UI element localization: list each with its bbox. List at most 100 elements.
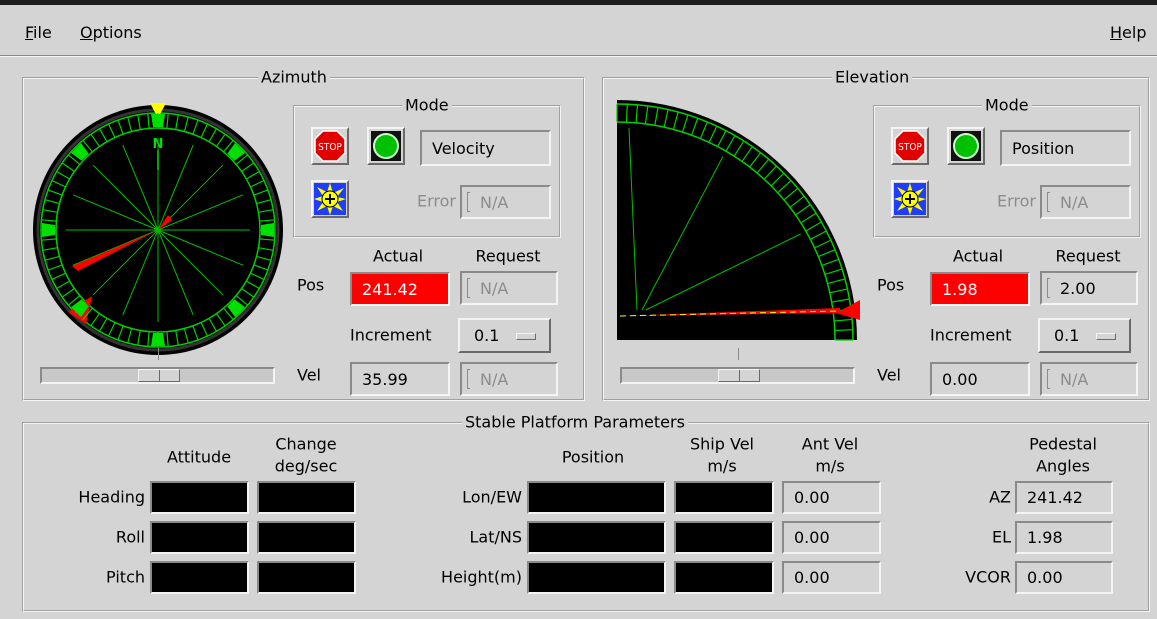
azimuth-error-field[interactable]: N/A bbox=[460, 185, 551, 219]
compass-tick bbox=[137, 330, 141, 346]
elevation-face bbox=[617, 100, 857, 340]
change-value-field bbox=[257, 561, 356, 594]
elevation-mode-title: Mode bbox=[982, 95, 1032, 115]
position-value-field bbox=[527, 561, 666, 594]
menu-options[interactable]: Options bbox=[80, 23, 142, 42]
ship-vel-field bbox=[674, 561, 774, 594]
azimuth-vel-request-text: N/A bbox=[480, 369, 509, 389]
elevation-tick bbox=[681, 114, 689, 133]
ship-vel-field bbox=[674, 481, 774, 514]
elevation-vel-request[interactable]: N/A bbox=[1040, 362, 1138, 396]
elevation-tick bbox=[625, 104, 628, 123]
elevation-tick bbox=[663, 109, 669, 128]
compass-spoke bbox=[157, 144, 194, 231]
elevation-tick bbox=[814, 239, 832, 249]
azimuth-vel-request[interactable]: N/A bbox=[460, 362, 558, 396]
position-value-field bbox=[527, 521, 666, 554]
compass-tick bbox=[258, 247, 274, 251]
platform-title: Stable Platform Parameters bbox=[462, 412, 688, 432]
azimuth-pos-request[interactable]: N/A bbox=[460, 271, 558, 305]
elevation-home-button[interactable] bbox=[891, 180, 929, 218]
azimuth-error-field-text: N/A bbox=[480, 192, 509, 212]
elevation-gauge bbox=[616, 100, 860, 341]
dropdown-indicator bbox=[1096, 333, 1116, 340]
text-cursor bbox=[1047, 369, 1050, 389]
compass-tick bbox=[241, 162, 255, 172]
compass-tick bbox=[67, 154, 81, 165]
position-value-field bbox=[527, 481, 666, 514]
pedestal-value-field: 241.42 bbox=[1015, 481, 1113, 514]
elevation-tick bbox=[829, 288, 848, 294]
elevation-tick bbox=[831, 298, 850, 303]
compass-tick bbox=[98, 128, 108, 142]
azimuth-increment-label: Increment bbox=[350, 325, 432, 345]
elevation-vel-actual-text: 0.00 bbox=[942, 369, 978, 389]
compass-cardinal bbox=[42, 223, 55, 237]
elevation-title: Elevation bbox=[832, 67, 913, 87]
compass-spoke bbox=[122, 144, 159, 231]
compass-tick bbox=[51, 272, 66, 280]
compass-tick bbox=[223, 139, 234, 153]
home-plus bbox=[905, 194, 915, 204]
compass-tick bbox=[250, 272, 265, 280]
elevation-tick bbox=[733, 140, 745, 157]
compass-tick bbox=[216, 313, 226, 327]
compass-spoke bbox=[72, 229, 159, 266]
dropdown-indicator bbox=[516, 333, 536, 340]
elevation-tick bbox=[800, 212, 817, 224]
position-row-label: Height(m) bbox=[441, 567, 522, 587]
elevation-mode-field: Position bbox=[1000, 130, 1131, 166]
azimuth-actual-label: Actual bbox=[372, 246, 424, 266]
azimuth-vel-actual: 35.99 bbox=[350, 362, 450, 396]
compass-tick bbox=[61, 162, 75, 172]
compass-needle bbox=[72, 230, 158, 271]
text-cursor bbox=[467, 369, 470, 389]
stop-text: STOP bbox=[898, 142, 922, 153]
compass-cardinal bbox=[227, 299, 245, 317]
compass-tick bbox=[47, 264, 63, 271]
attitude-row-label: Roll bbox=[115, 527, 145, 547]
elevation-pos-actual: 1.98 bbox=[930, 272, 1030, 306]
elevation-spoke bbox=[641, 156, 724, 311]
position-row-label: Lat/NS bbox=[469, 527, 522, 547]
menu-help[interactable]: Help bbox=[1110, 23, 1147, 42]
elevation-home-button-icon bbox=[894, 183, 926, 215]
elevation-tick bbox=[783, 187, 799, 201]
run-lamp bbox=[373, 133, 399, 159]
elevation-tick bbox=[834, 318, 853, 322]
elevation-error-field[interactable]: N/A bbox=[1040, 185, 1131, 219]
pedestal-value-field-text: 0.00 bbox=[1027, 568, 1063, 587]
azimuth-stop-button[interactable]: STOP bbox=[311, 127, 349, 165]
azimuth-vel-label: Vel bbox=[297, 365, 321, 385]
compass-tick bbox=[137, 114, 141, 130]
elevation-stop-button[interactable]: STOP bbox=[891, 127, 929, 165]
elevation-slider-tick bbox=[738, 348, 739, 360]
compass-tick bbox=[223, 307, 234, 321]
elevation-pos-request[interactable]: 2.00 bbox=[1040, 271, 1138, 305]
elevation-spoke bbox=[645, 233, 801, 311]
compass-cardinal bbox=[151, 114, 165, 127]
compass-tick bbox=[108, 322, 116, 337]
elevation-increment-dropdown[interactable]: 0.1 bbox=[1038, 318, 1131, 353]
compass-spoke bbox=[92, 164, 159, 231]
azimuth-home-button[interactable] bbox=[311, 180, 349, 218]
menu-file[interactable]: File bbox=[25, 23, 52, 42]
compass-spoke bbox=[122, 229, 159, 316]
azimuth-increment-dropdown[interactable]: 0.1 bbox=[458, 318, 551, 353]
compass-tick bbox=[250, 180, 265, 188]
compass-tick bbox=[61, 288, 75, 298]
elevation-actual-label: Actual bbox=[952, 246, 1004, 266]
elevation-vel-label: Vel bbox=[877, 365, 901, 385]
azimuth-pos-label: Pos bbox=[297, 275, 325, 295]
attitude-row-label: Pitch bbox=[106, 567, 145, 587]
elevation-needle-highlight bbox=[619, 310, 841, 317]
pedestal-value-field-text: 241.42 bbox=[1027, 488, 1083, 507]
elevation-tick bbox=[635, 104, 639, 123]
azimuth-run-button[interactable] bbox=[367, 127, 405, 165]
header-ship_vel: Ship Vel bbox=[690, 434, 754, 454]
elevation-tick bbox=[824, 268, 843, 276]
compass-cardinal bbox=[227, 143, 245, 161]
elevation-tick bbox=[672, 111, 679, 130]
elevation-run-button[interactable] bbox=[947, 127, 985, 165]
compass-tick bbox=[208, 128, 218, 142]
